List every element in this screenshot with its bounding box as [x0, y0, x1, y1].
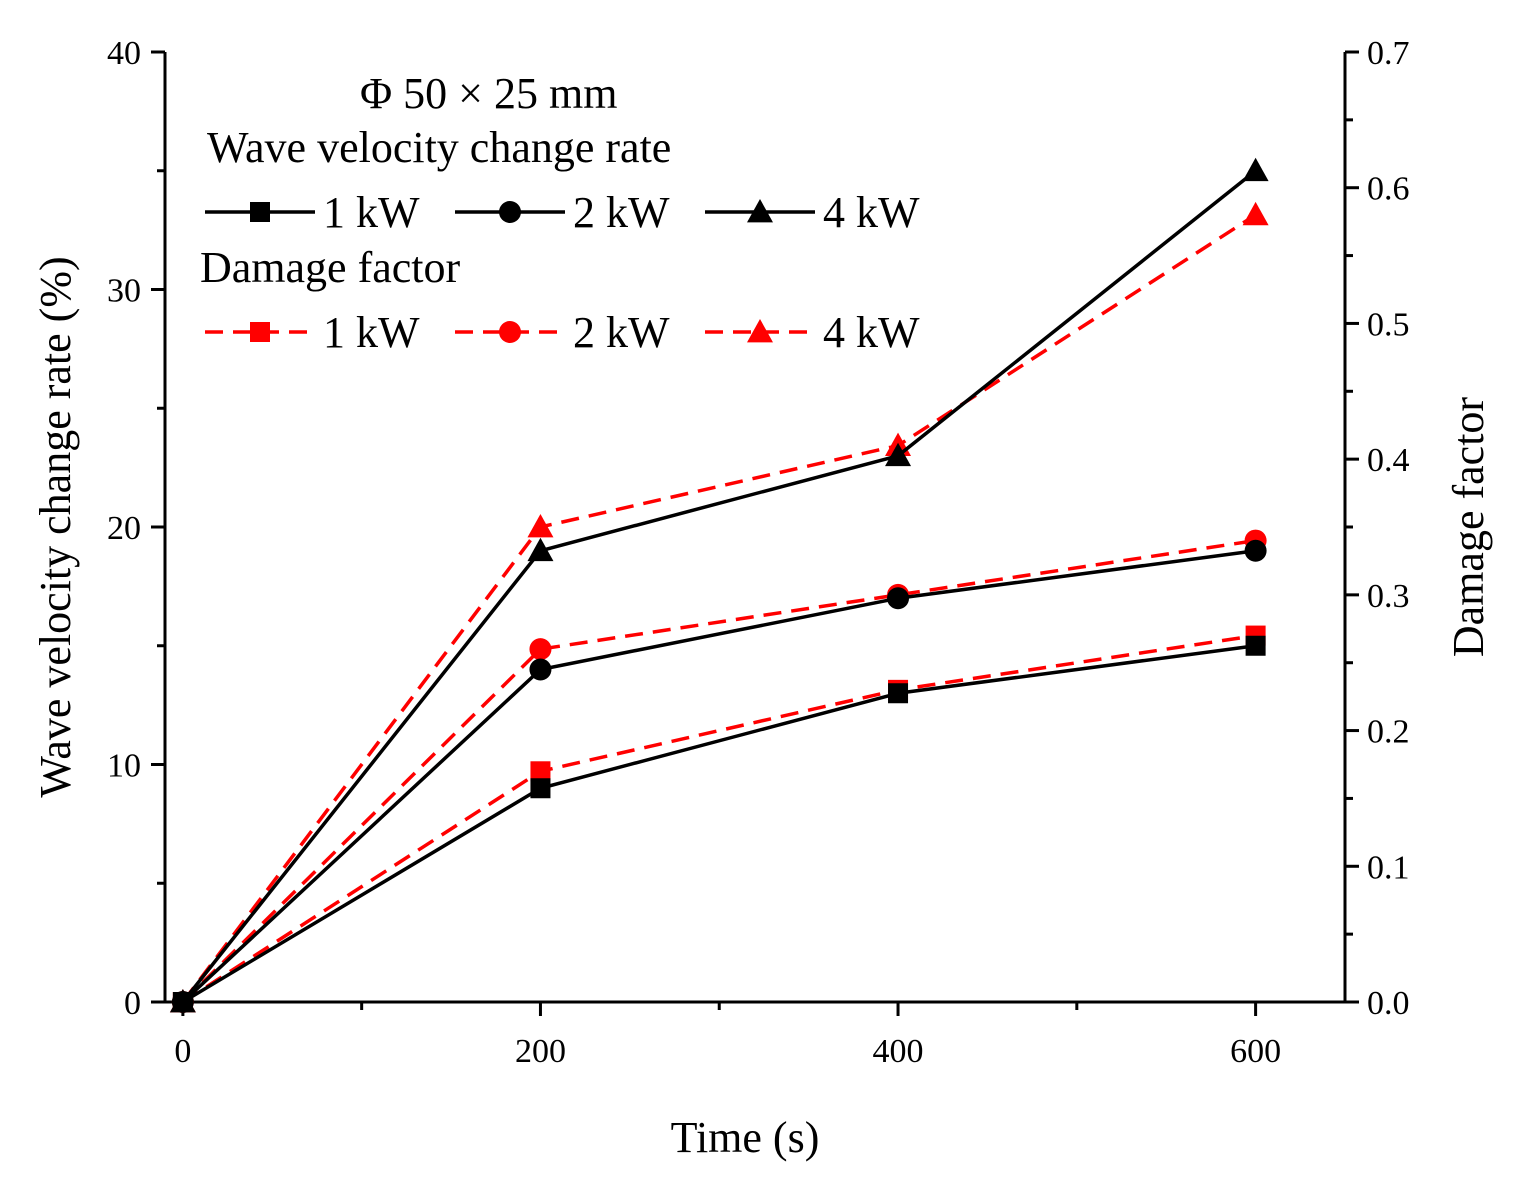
circle-marker	[529, 638, 552, 661]
left-y-axis-title: Wave velocity change rate (%)	[31, 256, 80, 797]
legend-item-wave-2kw: 2 kW	[455, 188, 670, 237]
right-y-tick-label: 0.2	[1367, 714, 1410, 751]
circle-marker	[887, 587, 910, 610]
legend-label: 1 kW	[323, 188, 420, 237]
legend-label: 1 kW	[323, 308, 420, 357]
left-y-tick-label: 30	[107, 273, 141, 310]
series-line	[181, 644, 1256, 1004]
right-y-axis-title: Damage factor	[1444, 397, 1493, 658]
x-axis-title: Time (s)	[671, 1113, 820, 1162]
triangle-marker	[527, 514, 554, 538]
series-line	[181, 633, 1256, 1004]
triangle-marker	[1242, 157, 1269, 182]
triangle-marker	[169, 989, 196, 1013]
legend-item-wave-1kw: 1 kW	[205, 188, 420, 237]
series-line	[181, 169, 1257, 1004]
left-y-tick-label: 10	[107, 748, 141, 785]
right-y-tick-label: 0.4	[1367, 442, 1410, 479]
legend-label: 2 kW	[573, 188, 670, 237]
x-tick-label: 200	[515, 1033, 566, 1070]
series-line	[181, 538, 1256, 1004]
square-marker	[530, 778, 551, 799]
legend-label: 4 kW	[823, 308, 920, 357]
triangle-marker	[1242, 201, 1269, 226]
square-marker	[530, 761, 551, 782]
circle-marker	[529, 658, 552, 681]
legend-item-damage-4kw: 4 kW	[705, 308, 920, 357]
series-line	[181, 213, 1257, 1004]
legend-label: 2 kW	[573, 308, 670, 357]
legend-item-damage-2kw: 2 kW	[455, 308, 670, 357]
right-y-tick-label: 0.7	[1367, 35, 1410, 72]
legend-group-damage: Damage factor	[200, 243, 461, 292]
right-y-tick-label: 0.5	[1367, 306, 1410, 343]
axes-layer: 0 200 400 600 0 10 20 30 40 0.0 0.1 0.2 0.3 0.4 0.5 0.6…	[107, 35, 1410, 1070]
legend-group-wave: Wave velocity change rate	[207, 123, 671, 172]
legend-item-damage-1kw: 1 kW	[205, 308, 420, 357]
triangle-marker	[885, 442, 912, 467]
series-layer	[169, 157, 1269, 1013]
left-y-tick-label: 20	[107, 510, 141, 547]
triangle-marker	[527, 537, 554, 562]
circle-marker	[499, 321, 521, 343]
legend-item-wave-4kw: 4 kW	[705, 188, 920, 237]
left-y-tick-label: 0	[124, 985, 141, 1022]
circle-marker	[1244, 539, 1267, 562]
x-tick-label: 600	[1230, 1033, 1281, 1070]
legend-label: 4 kW	[823, 188, 920, 237]
right-y-tick-label: 0.1	[1367, 849, 1410, 886]
x-tick-label: 0	[174, 1033, 191, 1070]
series-line	[181, 549, 1256, 1004]
right-y-tick-label: 0.3	[1367, 578, 1410, 615]
square-marker	[888, 683, 909, 704]
right-y-tick-label: 0.6	[1367, 171, 1410, 208]
legend-title: Φ 50 × 25 mm	[360, 69, 617, 118]
triangle-marker	[747, 319, 773, 343]
triangle-marker	[747, 199, 773, 223]
square-marker	[250, 202, 270, 222]
right-y-tick-label: 0.0	[1367, 985, 1410, 1022]
series-wave-4kw	[169, 157, 1269, 1013]
square-marker	[250, 322, 270, 342]
square-marker	[1245, 635, 1266, 656]
x-tick-label: 400	[873, 1033, 924, 1070]
left-y-tick-label: 40	[107, 35, 141, 72]
circle-marker	[499, 201, 521, 223]
legend: Φ 50 × 25 mm Wave velocity change rate Dam…	[200, 69, 920, 357]
